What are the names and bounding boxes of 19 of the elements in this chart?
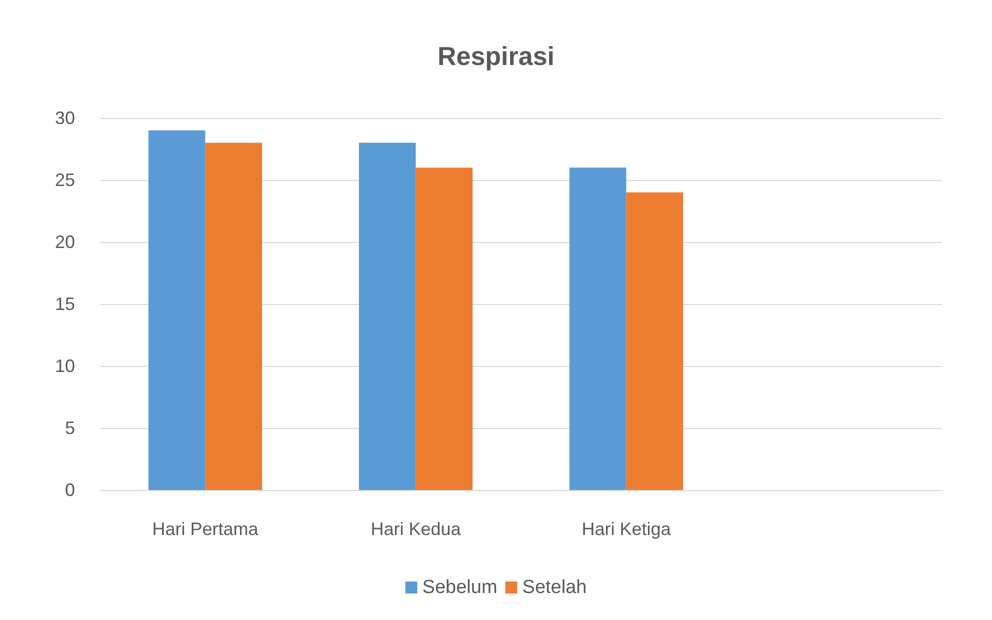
- y-tick-label: 25: [54, 170, 75, 190]
- y-tick-label: 0: [64, 480, 75, 500]
- x-tick-label: Hari Ketiga: [582, 519, 672, 539]
- y-tick-label: 30: [54, 108, 75, 128]
- y-tick-label: 5: [64, 418, 75, 438]
- y-tick-label: 20: [54, 232, 75, 252]
- y-tick-label: 15: [54, 294, 75, 314]
- bar: [358, 142, 416, 490]
- bar: [569, 168, 626, 490]
- bar: [148, 130, 206, 490]
- chart-title: Respirasi: [437, 41, 555, 71]
- y-tick-label: 10: [54, 356, 75, 376]
- bar: [416, 168, 473, 490]
- legend-label: Setelah: [522, 577, 587, 598]
- x-tick-label: Hari Kedua: [370, 519, 462, 539]
- bar: [205, 142, 262, 490]
- bar: [626, 192, 684, 490]
- legend-label: Sebelum: [422, 577, 498, 598]
- x-tick-label: Hari Pertama: [152, 519, 260, 539]
